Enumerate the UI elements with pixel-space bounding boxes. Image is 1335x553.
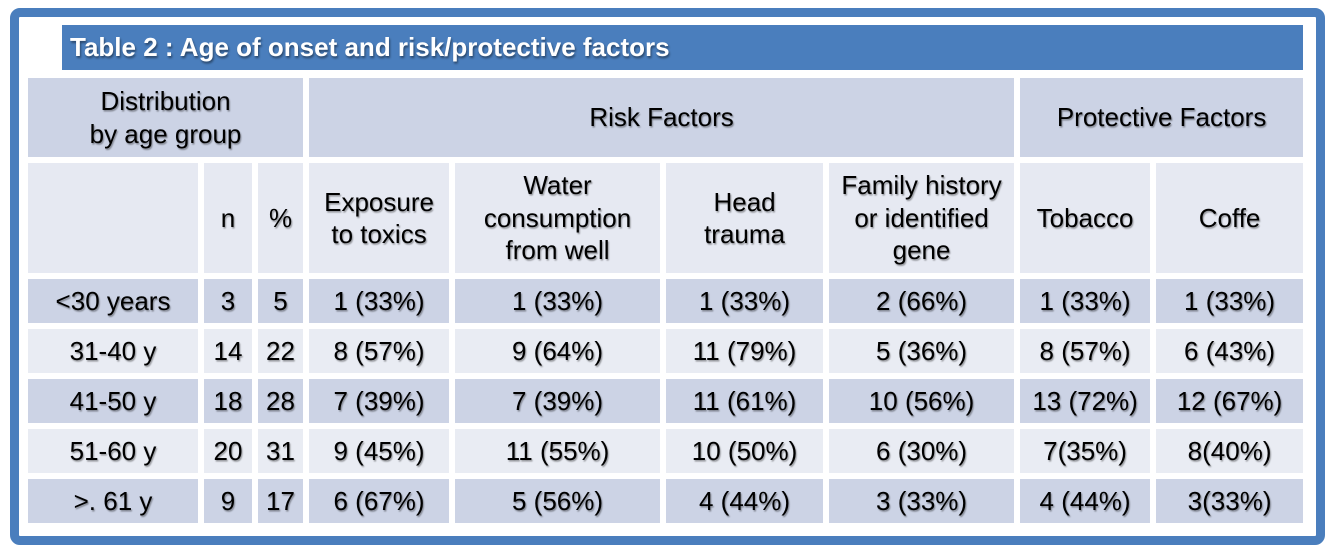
table-cell: 11 (79%) (666, 329, 824, 373)
column-header-n: n (204, 163, 252, 273)
row-label: >. 61 y (28, 479, 198, 523)
table-cell: 9 (45%) (309, 429, 450, 473)
column-header-water-consumption: Water consumption from well (455, 163, 661, 273)
table-cell: 3(33%) (1156, 479, 1304, 523)
row-label: 41-50 y (28, 379, 198, 423)
table-row-over-61: >. 61 y 9 17 6 (67%) 5 (56%) 4 (44%) 3 (… (28, 479, 1304, 523)
table-cell: 3 (204, 279, 252, 323)
age-onset-table: Distribution by age group Risk Factors P… (22, 72, 1309, 529)
table-cell: 10 (50%) (666, 429, 824, 473)
table-cell: 28 (258, 379, 304, 423)
table-cell: 31 (258, 429, 304, 473)
column-header-row: n % Exposure to toxics Water consumption… (28, 163, 1304, 273)
table-row-under-30: <30 years 3 5 1 (33%) 1 (33%) 1 (33%) 2 … (28, 279, 1304, 323)
table-cell: 22 (258, 329, 304, 373)
table-cell: 10 (56%) (829, 379, 1015, 423)
column-header-family-history: Family history or identified gene (829, 163, 1015, 273)
table-row-41-50: 41-50 y 18 28 7 (39%) 7 (39%) 11 (61%) 1… (28, 379, 1304, 423)
table-cell: 1 (33%) (666, 279, 824, 323)
table-cell: 8(40%) (1156, 429, 1304, 473)
table-cell: 2 (66%) (829, 279, 1015, 323)
group-header-protective-factors: Protective Factors (1020, 78, 1304, 157)
table-cell: 18 (204, 379, 252, 423)
group-header-row: Distribution by age group Risk Factors P… (28, 78, 1304, 157)
column-header-tobacco: Tobacco (1020, 163, 1151, 273)
column-header-head-trauma: Head trauma (666, 163, 824, 273)
table-cell: 11 (55%) (455, 429, 661, 473)
table-cell: 5 (258, 279, 304, 323)
group-header-distribution: Distribution by age group (28, 78, 304, 157)
table-cell: 5 (36%) (829, 329, 1015, 373)
table-cell: 1 (33%) (1156, 279, 1304, 323)
table-cell: 6 (30%) (829, 429, 1015, 473)
column-header-coffee: Coffe (1156, 163, 1304, 273)
table-cell: 1 (33%) (455, 279, 661, 323)
table-cell: 13 (72%) (1020, 379, 1151, 423)
table-cell: 7(35%) (1020, 429, 1151, 473)
group-header-risk-factors: Risk Factors (309, 78, 1015, 157)
row-label: 31-40 y (28, 329, 198, 373)
table-cell: 7 (39%) (455, 379, 661, 423)
table-cell: 17 (258, 479, 304, 523)
table-cell: 20 (204, 429, 252, 473)
table-title: Table 2 : Age of onset and risk/protecti… (70, 32, 670, 62)
table-cell: 8 (57%) (309, 329, 450, 373)
table-row-31-40: 31-40 y 14 22 8 (57%) 9 (64%) 11 (79%) 5… (28, 329, 1304, 373)
row-label: 51-60 y (28, 429, 198, 473)
table-cell: 8 (57%) (1020, 329, 1151, 373)
column-header-blank (28, 163, 198, 273)
table-cell: 9 (204, 479, 252, 523)
table-cell: 6 (43%) (1156, 329, 1304, 373)
row-label: <30 years (28, 279, 198, 323)
table-cell: 5 (56%) (455, 479, 661, 523)
table-cell: 11 (61%) (666, 379, 824, 423)
table-cell: 6 (67%) (309, 479, 450, 523)
table-cell: 1 (33%) (1020, 279, 1151, 323)
table-cell: 9 (64%) (455, 329, 661, 373)
table-cell: 4 (44%) (666, 479, 824, 523)
column-header-percent: % (258, 163, 304, 273)
table-cell: 4 (44%) (1020, 479, 1151, 523)
column-header-exposure-toxics: Exposure to toxics (309, 163, 450, 273)
table-cell: 3 (33%) (829, 479, 1015, 523)
table-outer-border (10, 8, 1325, 545)
table-cell: 12 (67%) (1156, 379, 1304, 423)
table-row-51-60: 51-60 y 20 31 9 (45%) 11 (55%) 10 (50%) … (28, 429, 1304, 473)
table-cell: 7 (39%) (309, 379, 450, 423)
table-title-bar: Table 2 : Age of onset and risk/protecti… (62, 25, 1303, 70)
table-cell: 1 (33%) (309, 279, 450, 323)
table-cell: 14 (204, 329, 252, 373)
